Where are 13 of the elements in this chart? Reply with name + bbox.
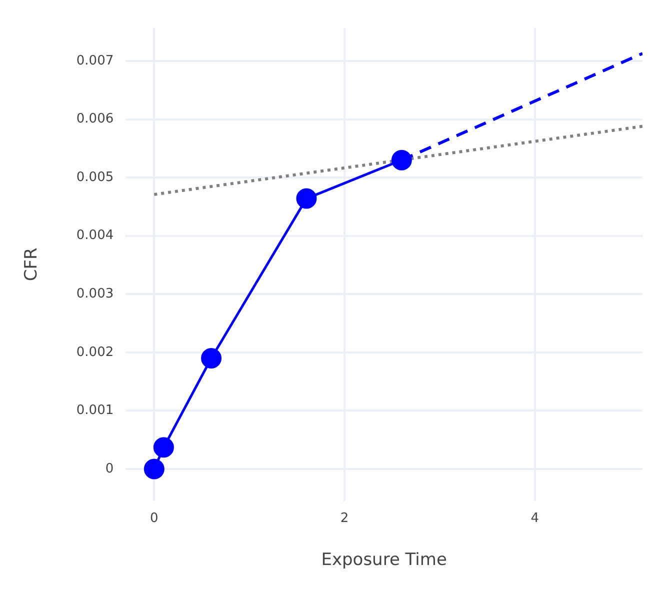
y-tick-label: 0.006 [76, 112, 114, 127]
y-tick-label: 0.001 [76, 403, 114, 418]
y-tick-label: 0.004 [76, 228, 114, 244]
y-tick-label: 0.007 [76, 53, 114, 68]
x-tick-label: 4 [530, 511, 540, 526]
y-tick-label: 0.003 [76, 286, 114, 302]
y-tick-label: 0.002 [76, 344, 114, 360]
x-axis-title: Exposure Time [321, 550, 447, 570]
y-tick-label: 0 [105, 461, 114, 476]
y-tick-label: 0.005 [76, 170, 114, 185]
x-tick-label: 2 [340, 511, 349, 526]
y-axis-title: CFR [22, 247, 42, 282]
x-tick-label: 0 [150, 511, 158, 526]
